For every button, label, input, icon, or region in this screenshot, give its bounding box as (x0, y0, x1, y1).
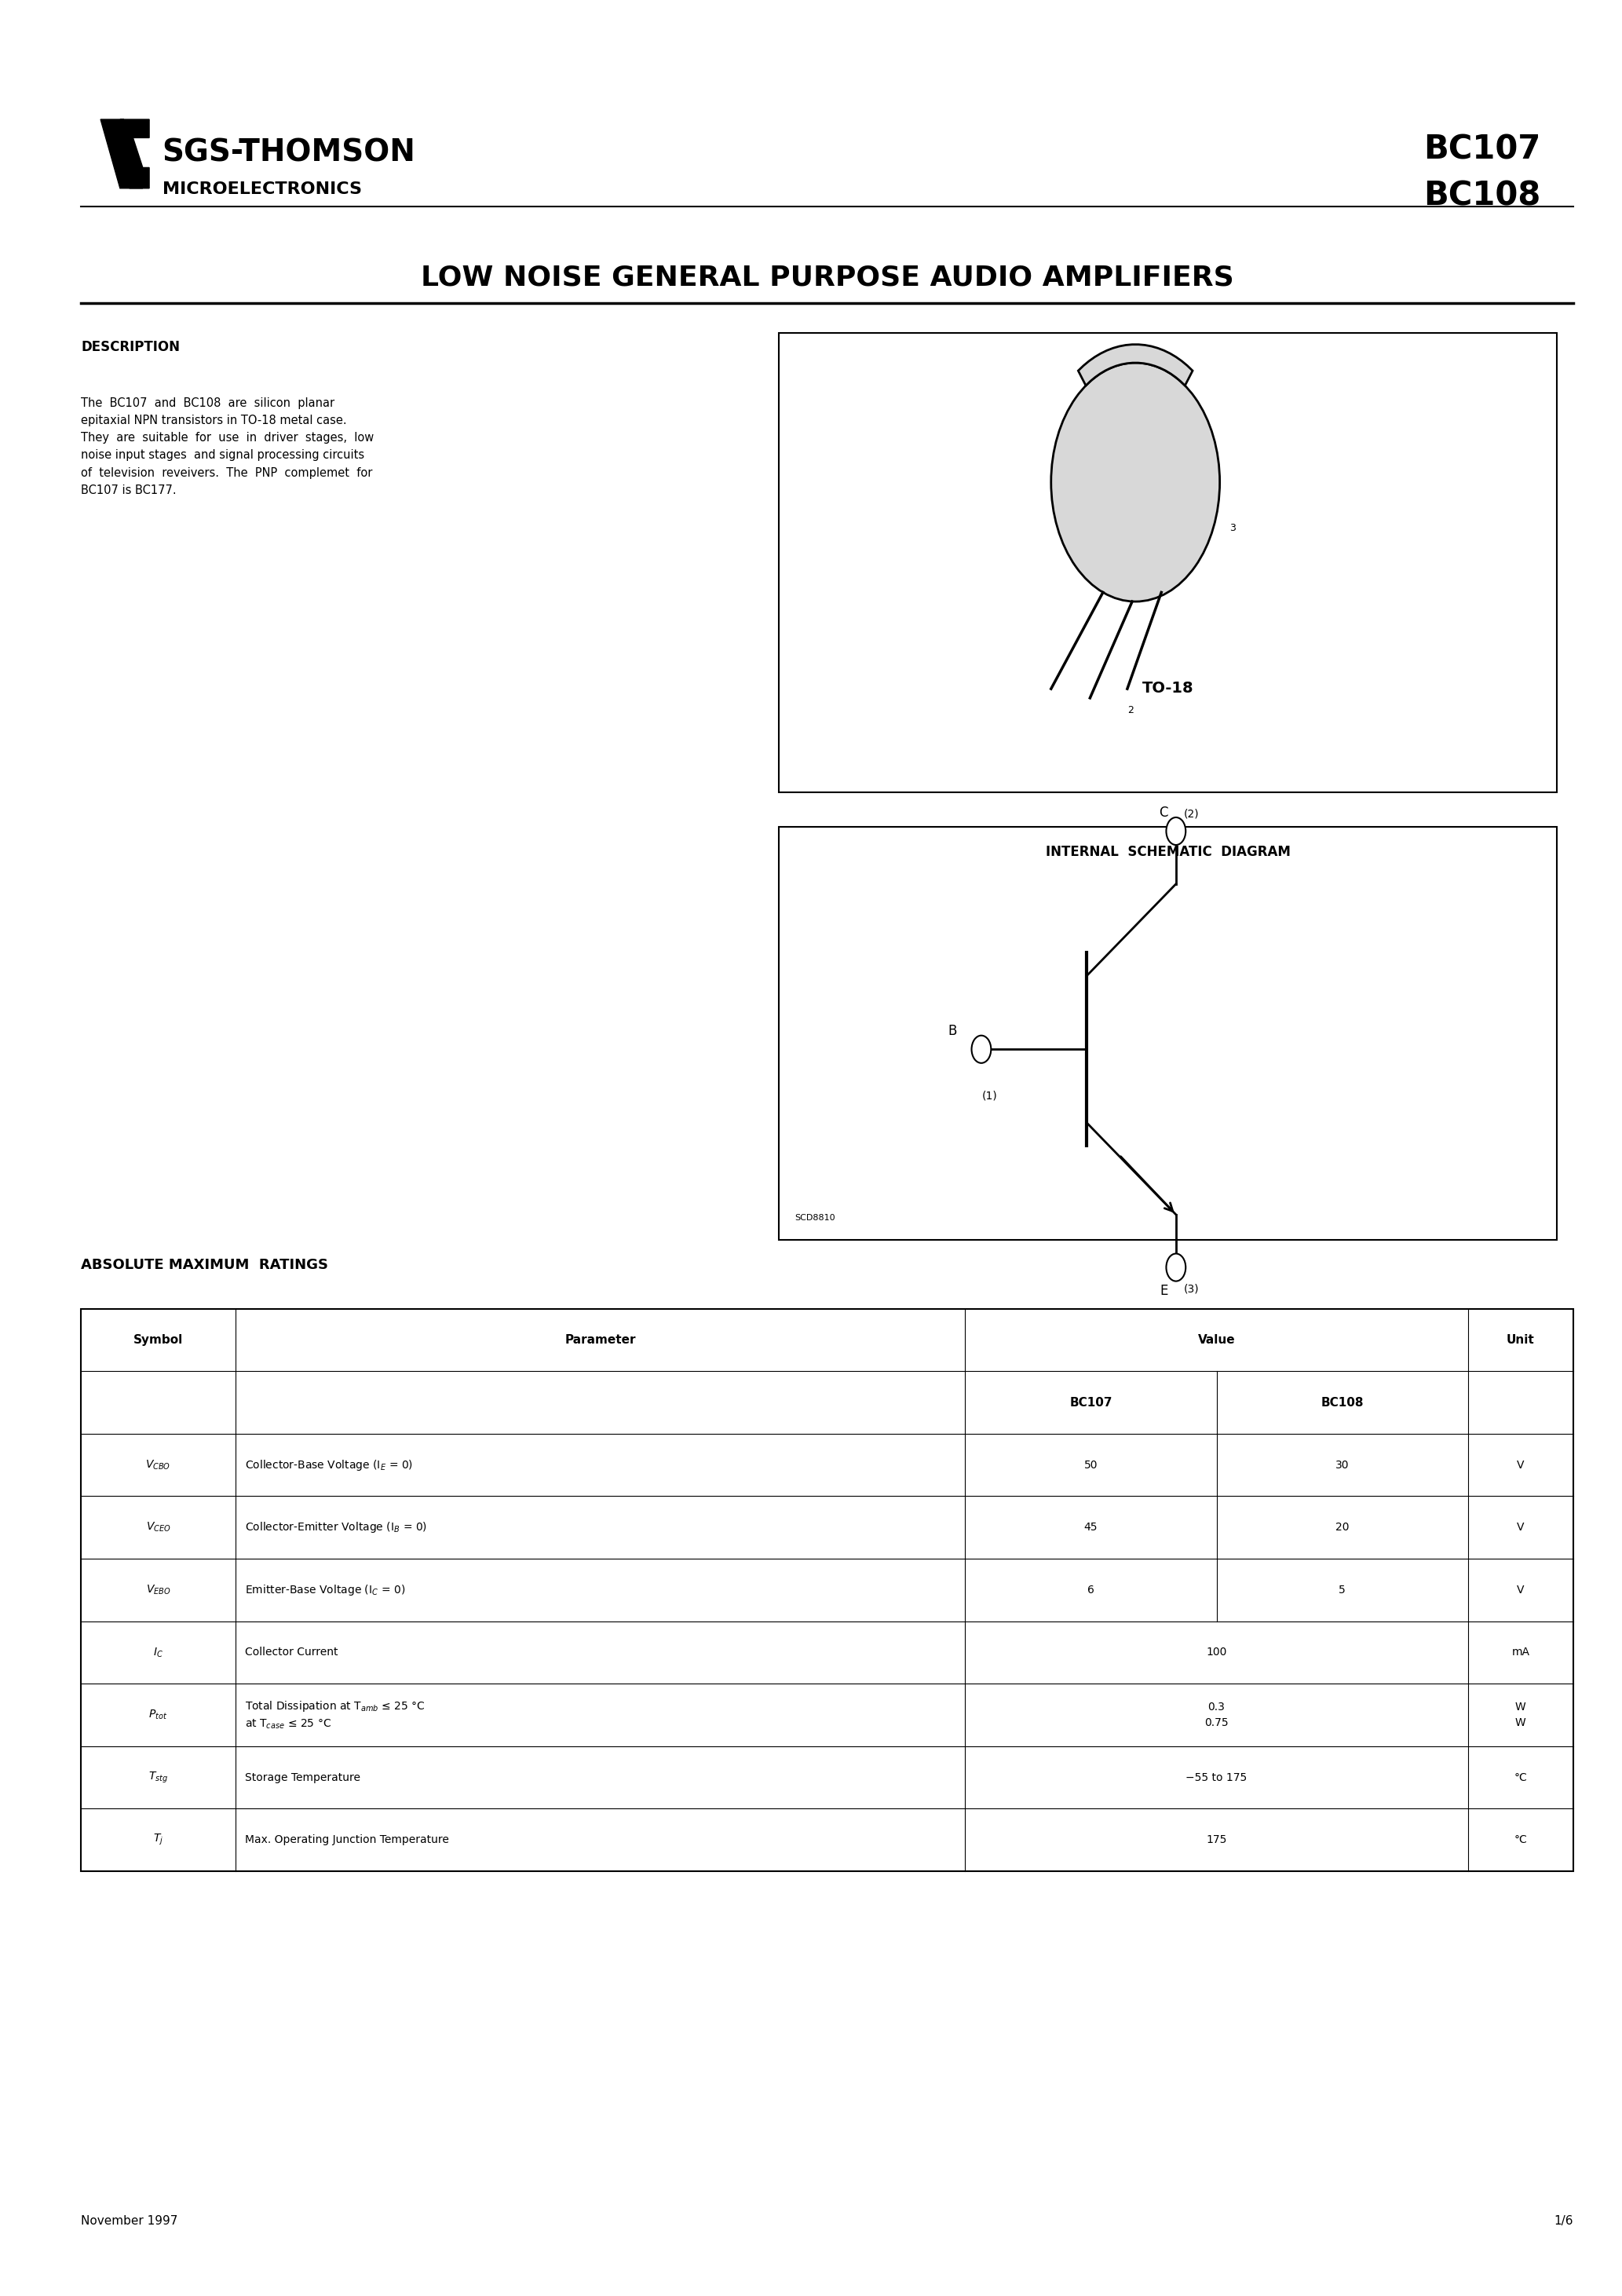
Text: 45: 45 (1083, 1522, 1098, 1534)
Text: BC107: BC107 (1069, 1396, 1113, 1407)
Text: $T_{stg}$: $T_{stg}$ (148, 1770, 169, 1784)
Text: 3: 3 (1229, 523, 1236, 533)
Circle shape (1051, 363, 1220, 602)
Text: 0.3
0.75: 0.3 0.75 (1205, 1701, 1228, 1729)
Text: V: V (1517, 1460, 1525, 1469)
Text: ABSOLUTE MAXIMUM  RATINGS: ABSOLUTE MAXIMUM RATINGS (81, 1258, 328, 1272)
Text: SGS-THOMSON: SGS-THOMSON (162, 138, 415, 168)
Text: $V_{EBO}$: $V_{EBO}$ (146, 1584, 170, 1596)
Text: (3): (3) (1184, 1283, 1199, 1295)
Text: V: V (1517, 1584, 1525, 1596)
Polygon shape (1079, 344, 1192, 386)
Text: $V_{CBO}$: $V_{CBO}$ (146, 1458, 170, 1472)
Text: 50: 50 (1083, 1460, 1098, 1469)
Text: BC108: BC108 (1424, 179, 1541, 211)
Text: (2): (2) (1184, 808, 1199, 820)
Text: V: V (1517, 1522, 1525, 1534)
Text: B: B (947, 1024, 957, 1038)
Text: $I_C$: $I_C$ (152, 1646, 164, 1660)
Polygon shape (120, 119, 149, 188)
Circle shape (1166, 1254, 1186, 1281)
Text: 1/6: 1/6 (1554, 2216, 1573, 2227)
Polygon shape (101, 119, 143, 188)
Text: Value: Value (1197, 1334, 1236, 1345)
Text: Collector-Base Voltage (I$_E$ = 0): Collector-Base Voltage (I$_E$ = 0) (245, 1458, 414, 1472)
Text: 5: 5 (1338, 1584, 1346, 1596)
Circle shape (1166, 817, 1186, 845)
Text: DESCRIPTION: DESCRIPTION (81, 340, 180, 354)
Text: °C: °C (1513, 1835, 1528, 1846)
Text: $P_{tot}$: $P_{tot}$ (149, 1708, 167, 1722)
Text: 6: 6 (1087, 1584, 1095, 1596)
Text: 1: 1 (1192, 551, 1199, 560)
Text: BC107: BC107 (1424, 133, 1541, 165)
Text: Emitter-Base Voltage (I$_C$ = 0): Emitter-Base Voltage (I$_C$ = 0) (245, 1582, 406, 1598)
Text: TO-18: TO-18 (1142, 682, 1194, 696)
Text: 175: 175 (1207, 1835, 1226, 1846)
Text: (1): (1) (981, 1091, 998, 1102)
Text: $V_{CEO}$: $V_{CEO}$ (146, 1520, 170, 1534)
Text: Unit: Unit (1507, 1334, 1534, 1345)
Text: °C: °C (1513, 1773, 1528, 1784)
Text: 100: 100 (1207, 1646, 1226, 1658)
Bar (779, 827, 1557, 1240)
Text: 2: 2 (1127, 705, 1134, 714)
Text: SCD8810: SCD8810 (795, 1215, 835, 1221)
Text: Parameter: Parameter (564, 1334, 636, 1345)
Text: The  BC107  and  BC108  are  silicon  planar
epitaxial NPN transistors in TO-18 : The BC107 and BC108 are silicon planar e… (81, 397, 375, 496)
Text: Collector Current: Collector Current (245, 1646, 337, 1658)
Text: BC108: BC108 (1320, 1396, 1364, 1407)
Text: November 1997: November 1997 (81, 2216, 178, 2227)
Text: W
W: W W (1515, 1701, 1526, 1729)
Text: −55 to 175: −55 to 175 (1186, 1773, 1247, 1784)
Text: 30: 30 (1335, 1460, 1350, 1469)
Circle shape (972, 1035, 991, 1063)
Text: INTERNAL  SCHEMATIC  DIAGRAM: INTERNAL SCHEMATIC DIAGRAM (1046, 845, 1289, 859)
Text: C: C (1158, 806, 1168, 820)
Text: LOW NOISE GENERAL PURPOSE AUDIO AMPLIFIERS: LOW NOISE GENERAL PURPOSE AUDIO AMPLIFIE… (420, 264, 1234, 292)
Text: 20: 20 (1335, 1522, 1350, 1534)
Text: Total Dissipation at T$_{amb}$ ≤ 25 °C
at T$_{case}$ ≤ 25 °C: Total Dissipation at T$_{amb}$ ≤ 25 °C a… (245, 1699, 425, 1731)
Bar (81, 1309, 1573, 1871)
Text: Symbol: Symbol (133, 1334, 183, 1345)
Text: Storage Temperature: Storage Temperature (245, 1773, 360, 1784)
Text: E: E (1160, 1283, 1168, 1297)
Bar (779, 333, 1557, 792)
Text: MICROELECTRONICS: MICROELECTRONICS (162, 181, 362, 197)
Text: $T_j$: $T_j$ (152, 1832, 164, 1848)
Text: mA: mA (1512, 1646, 1530, 1658)
Text: Collector-Emitter Voltage (I$_B$ = 0): Collector-Emitter Voltage (I$_B$ = 0) (245, 1520, 427, 1534)
Text: Max. Operating Junction Temperature: Max. Operating Junction Temperature (245, 1835, 449, 1846)
